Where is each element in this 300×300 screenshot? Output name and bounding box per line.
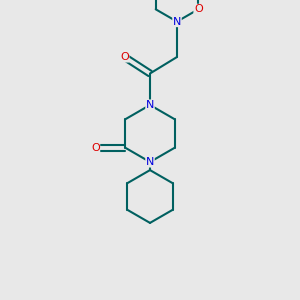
Text: N: N [146, 100, 154, 110]
Text: N: N [173, 16, 181, 27]
Text: O: O [91, 143, 100, 153]
Text: N: N [146, 157, 154, 167]
Text: O: O [194, 4, 203, 14]
Text: O: O [120, 52, 129, 62]
